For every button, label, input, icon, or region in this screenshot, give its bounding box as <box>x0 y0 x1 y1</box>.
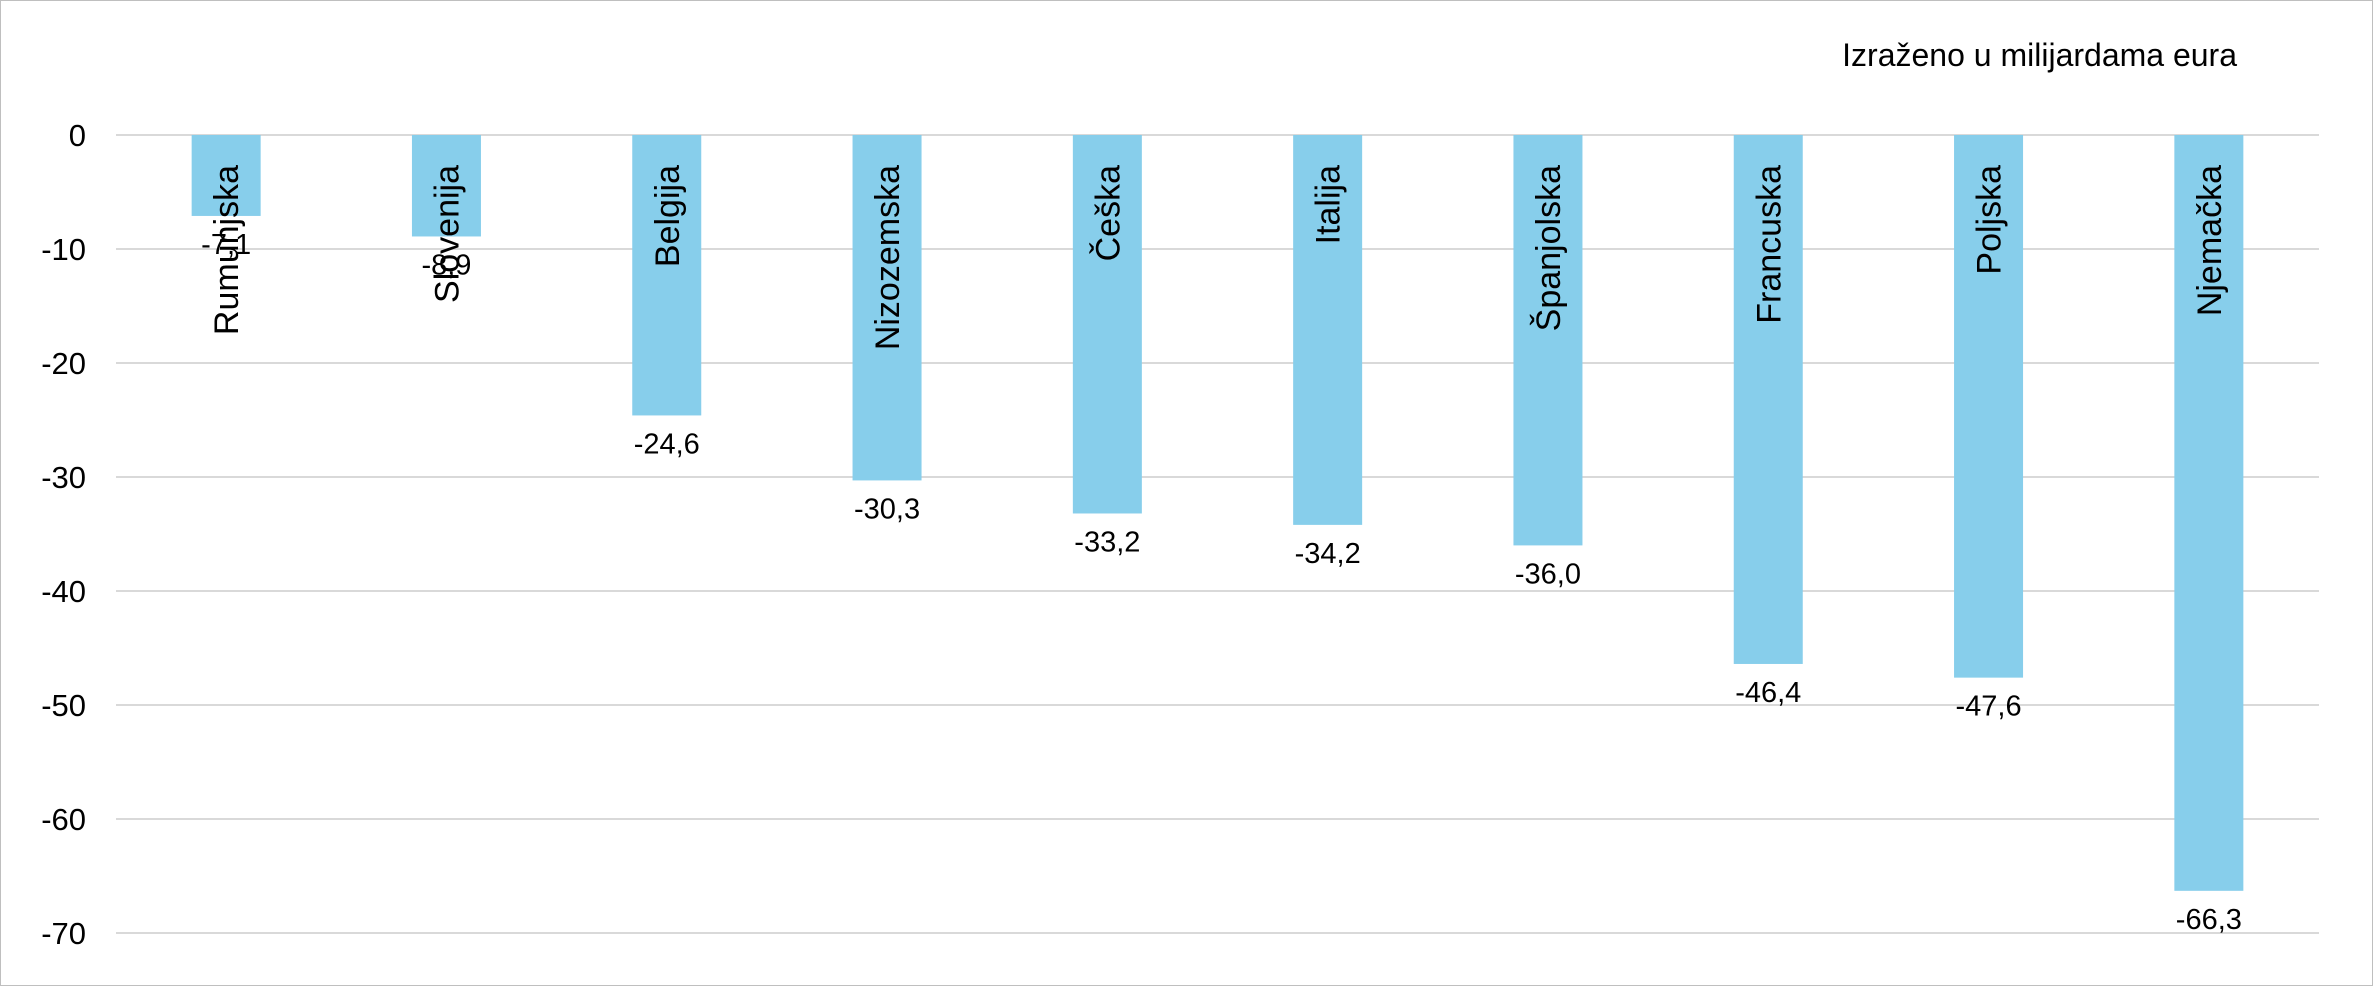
category-label: Rumunjska <box>208 165 246 335</box>
data-label: -34,2 <box>1295 538 1361 570</box>
y-tick-label: -20 <box>41 346 86 381</box>
category-label: Italija <box>1310 165 1348 244</box>
y-tick-label: 0 <box>69 118 86 153</box>
data-label: -8,9 <box>421 249 471 281</box>
data-label: -36,0 <box>1515 558 1581 590</box>
bar <box>1072 135 1142 514</box>
category-label: Francuska <box>1750 165 1788 324</box>
bar <box>852 135 922 481</box>
y-tick-label: -50 <box>41 688 86 723</box>
bar <box>632 135 702 416</box>
category-label: Poljska <box>1971 165 2009 275</box>
y-tick-label: -70 <box>41 916 86 951</box>
bar <box>411 135 481 237</box>
bar <box>1293 135 1363 525</box>
y-tick-label: -10 <box>41 232 86 267</box>
data-label: -66,3 <box>2176 904 2242 936</box>
y-tick-label: -60 <box>41 802 86 837</box>
data-label: -24,6 <box>634 428 700 460</box>
gridlines <box>116 134 2319 934</box>
category-label: Njemačka <box>2191 165 2229 316</box>
bar <box>1954 135 2024 678</box>
unit-note: Izraženo u milijardama eura <box>1842 37 2237 73</box>
data-label: -30,3 <box>854 493 920 525</box>
y-axis-ticks: 0 -10 -20 -30 -40 -50 -60 -70 <box>41 118 86 951</box>
data-label: -46,4 <box>1735 677 1801 709</box>
category-label: Belgija <box>649 165 687 267</box>
bar <box>1733 135 1803 664</box>
bar <box>1513 135 1583 546</box>
y-tick-label: -40 <box>41 574 86 609</box>
category-label: Češka <box>1089 165 1127 261</box>
category-label: Nizozemska <box>869 165 907 350</box>
category-label: Španjolska <box>1530 165 1568 331</box>
bar <box>2174 135 2244 891</box>
data-label: -33,2 <box>1074 526 1140 558</box>
bars <box>191 135 2244 891</box>
data-label: -47,6 <box>1955 691 2021 723</box>
labels: Rumunjska-7,1 Slovenija-8,9 Belgija -24,6 Ni… <box>201 165 2242 936</box>
data-label: -7,1 <box>201 229 251 261</box>
category-label: Slovenija <box>428 165 466 303</box>
y-tick-label: -30 <box>41 460 86 495</box>
bar <box>191 135 261 216</box>
